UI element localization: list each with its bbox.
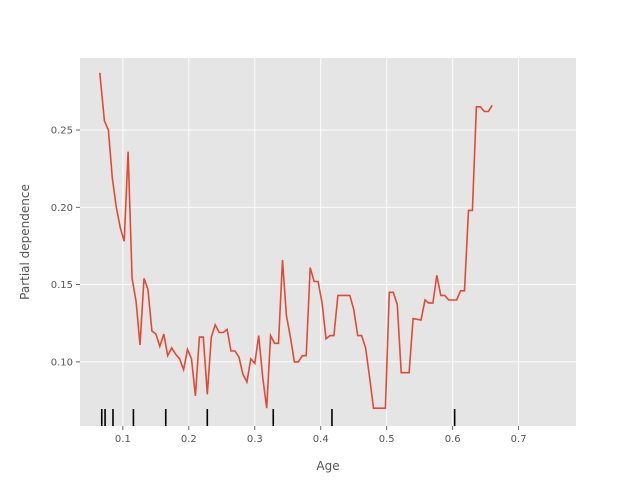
x-tick-label: 0.2: [181, 434, 197, 445]
plot-area: [80, 58, 576, 426]
y-tick-label: 0.20: [51, 203, 73, 214]
y-tick-label: 0.10: [51, 357, 73, 368]
decile-rug: [100, 409, 456, 426]
x-tick-label: 0.5: [379, 434, 395, 445]
x-axis-label: Age: [316, 459, 339, 473]
x-axis-ticks: 0.1 0.2 0.3 0.4 0.5 0.6 0.7: [115, 426, 527, 445]
partial-dependence-line: [99, 72, 493, 409]
y-axis-ticks: 0.10 0.15 0.20 0.25: [51, 126, 80, 368]
y-tick-label: 0.15: [51, 280, 73, 291]
x-tick-label: 0.6: [445, 434, 461, 445]
y-tick-label: 0.25: [51, 126, 73, 137]
x-tick-label: 0.1: [115, 434, 131, 445]
x-tick-label: 0.4: [313, 434, 329, 445]
grid-lines: [80, 58, 576, 426]
x-tick-label: 0.3: [247, 434, 263, 445]
y-axis-label: Partial dependence: [18, 184, 32, 300]
x-tick-label: 0.7: [511, 434, 527, 445]
